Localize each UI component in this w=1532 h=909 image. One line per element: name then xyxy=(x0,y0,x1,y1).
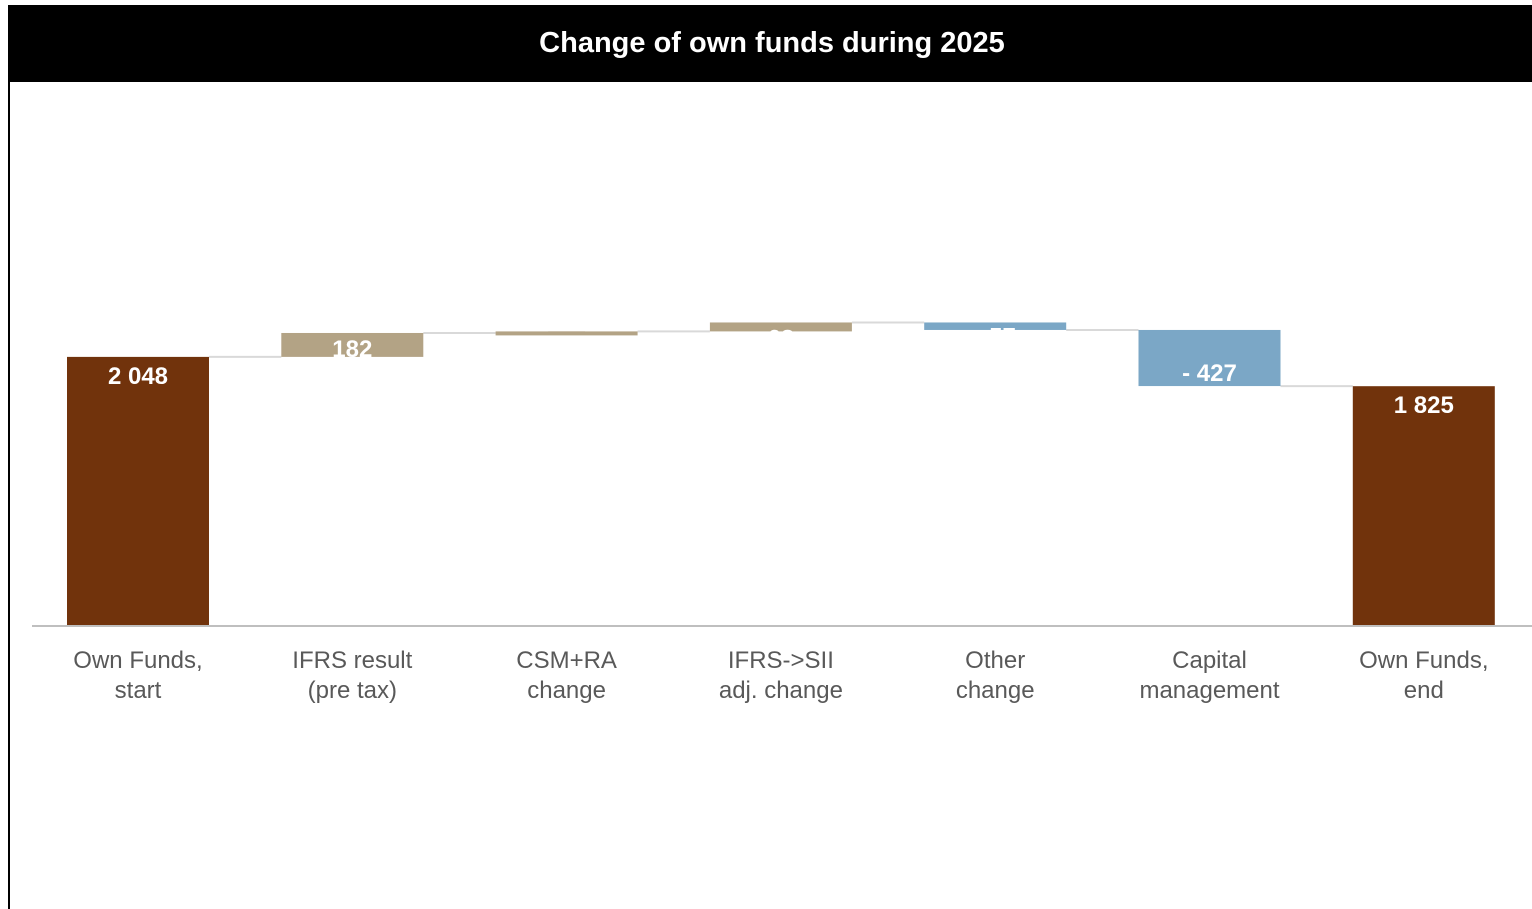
value-label-4: 68 xyxy=(768,325,795,352)
category-label-2: IFRS result xyxy=(292,647,412,674)
category-label-5: Other xyxy=(965,647,1025,674)
category-label-4: IFRS->SII xyxy=(728,647,834,674)
bar-7 xyxy=(1352,386,1495,626)
category-label-3: CSM+RA xyxy=(516,647,617,674)
value-label-3: 12 xyxy=(553,336,580,363)
category-label-3: change xyxy=(527,677,606,704)
bar-2 xyxy=(281,332,424,357)
bar-1 xyxy=(67,356,209,626)
category-label-1: Own Funds, xyxy=(73,647,202,674)
bar-5 xyxy=(924,322,1067,330)
category-label-5: change xyxy=(956,677,1035,704)
category-label-1: start xyxy=(115,677,162,704)
category-label-7: end xyxy=(1404,677,1444,704)
category-label-6: management xyxy=(1139,677,1279,704)
value-label-1: 2 048 xyxy=(108,363,168,390)
value-label-6: - 427 xyxy=(1182,360,1237,387)
chart-title-bar: Change of own funds during 2025 xyxy=(10,5,1532,82)
category-label-4: adj. change xyxy=(719,677,843,704)
bar-4 xyxy=(709,322,852,332)
chart-frame: Change of own funds during 2025 xyxy=(8,5,1532,909)
bar-cap-3 xyxy=(495,331,638,336)
category-label-7: Own Funds, xyxy=(1359,647,1488,674)
category-label-2: (pre tax) xyxy=(308,677,397,704)
category-label-6: Capital xyxy=(1172,647,1247,674)
chart-title: Change of own funds during 2025 xyxy=(539,27,1005,59)
value-label-5: - 57 xyxy=(975,323,1016,350)
value-label-2: 182 xyxy=(332,336,372,363)
bar-6 xyxy=(1138,329,1281,387)
value-label-7: 1 825 xyxy=(1394,392,1454,419)
